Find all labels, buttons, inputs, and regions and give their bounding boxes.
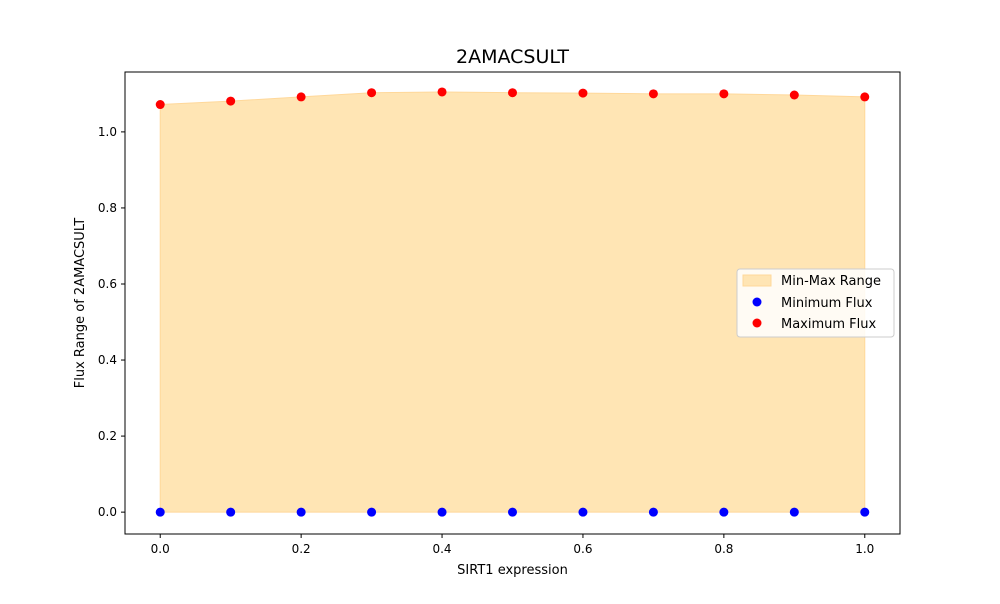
max-flux-point: [155, 100, 165, 110]
max-flux-point: [226, 96, 236, 106]
y-tick-label: 0.0: [98, 505, 117, 519]
y-tick-label: 0.4: [98, 353, 117, 367]
x-tick-label: 0.8: [714, 542, 733, 556]
min-flux-point: [226, 507, 236, 517]
min-flux-point: [155, 507, 165, 517]
min-flux-point: [719, 507, 729, 517]
max-flux-point: [648, 89, 658, 99]
max-flux-point: [578, 88, 588, 98]
max-flux-point: [719, 89, 729, 99]
y-tick-label: 0.6: [98, 277, 117, 291]
x-tick-label: 0.4: [432, 542, 451, 556]
y-tick-label: 0.8: [98, 201, 117, 215]
legend-swatch-range: [742, 274, 772, 287]
min-flux-point: [578, 507, 588, 517]
min-flux-point: [648, 507, 658, 517]
y-axis: 0.0 0.2 0.4 0.6 0.8 1.0: [98, 125, 125, 519]
legend-label-max: Maximum Flux: [781, 317, 877, 332]
x-axis-label: SIRT1 expression: [457, 563, 568, 578]
legend-label-min: Minimum Flux: [781, 296, 873, 311]
legend: Min-Max Range Minimum Flux Maximum Flux: [736, 268, 895, 338]
min-flux-point: [296, 507, 306, 517]
x-axis: 0.0 0.2 0.4 0.6 0.8 1.0: [151, 534, 874, 556]
min-flux-point: [508, 507, 517, 517]
min-flux-point: [860, 507, 870, 517]
plot-frame: [124, 71, 901, 535]
max-flux-point: [296, 92, 306, 102]
y-tick-label: 1.0: [98, 125, 117, 139]
y-axis-label: Flux Range of 2AMACSULT: [73, 218, 88, 388]
points-layer: [155, 87, 870, 517]
min-flux-point: [789, 507, 799, 517]
x-tick-label: 1.0: [855, 542, 874, 556]
x-tick-label: 0.0: [151, 542, 170, 556]
max-flux-point: [437, 87, 447, 97]
max-flux-point: [367, 88, 377, 98]
x-tick-label: 0.2: [292, 542, 311, 556]
min-flux-point: [437, 507, 447, 517]
legend-marker-min: [752, 297, 762, 307]
legend-label-range: Min-Max Range: [781, 274, 881, 289]
legend-marker-max: [752, 318, 762, 328]
legend-box: [736, 268, 895, 338]
max-flux-point: [508, 88, 517, 98]
chart-title: 2AMACSULT: [456, 46, 569, 68]
x-tick-label: 0.6: [573, 542, 592, 556]
max-flux-point: [860, 92, 870, 102]
min-flux-point: [367, 507, 377, 517]
y-tick-label: 0.2: [98, 429, 117, 443]
max-flux-point: [789, 90, 799, 100]
